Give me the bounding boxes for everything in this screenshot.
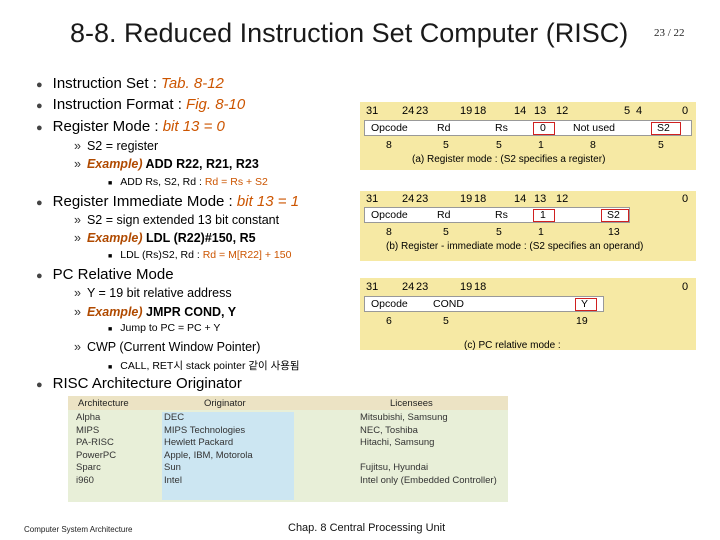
field-row: Opcode COND Y	[364, 296, 604, 312]
table-cell: Intel	[164, 474, 182, 486]
table-cell: i960	[76, 474, 94, 486]
sub-s2-constant: » S2 = sign extended 13 bit constant	[74, 213, 280, 227]
table-cell: Sparc	[76, 462, 101, 473]
bullet-icon: ●	[36, 197, 43, 209]
bullet-instruction-format: ● Instruction Format : Fig. 8-10	[36, 96, 246, 113]
caption-pc-relative: (c) PC relative mode :	[464, 340, 561, 351]
slide-title: 8-8. Reduced Instruction Set Computer (R…	[70, 18, 629, 48]
bit-positions: 31 24 23 19 18 0	[366, 281, 689, 293]
mode-bit-box	[533, 122, 555, 135]
square-bullet-icon: ■	[108, 253, 113, 260]
sub-y-address: » Y = 19 bit relative address	[74, 286, 232, 300]
bullet-pc-relative: ● PC Relative Mode	[36, 266, 174, 283]
sub-cwp: » CWP (Current Window Pointer)	[74, 340, 261, 354]
footer-chapter: Chap. 8 Central Processing Unit	[288, 522, 446, 534]
bullet-register-mode: ● Register Mode : bit 13 = 0	[36, 118, 225, 135]
bullet-instruction-set: ● Instruction Set : Tab. 8-12	[36, 75, 224, 92]
chevron-icon: »	[74, 157, 81, 171]
chevron-icon: »	[74, 231, 81, 245]
field-row: Opcode Rd Rs 1 S2	[364, 207, 630, 223]
chevron-icon: »	[74, 340, 81, 354]
caption-register-mode: (a) Register mode : (S2 specifies a regi…	[412, 154, 606, 165]
table-cell: DEC	[164, 412, 185, 423]
table-cell: Alpha	[76, 412, 101, 423]
chevron-icon: »	[74, 139, 81, 153]
table-cell: PA-RISC	[76, 437, 114, 448]
square-bullet-icon: ■	[108, 364, 113, 371]
bullet-icon: ●	[36, 379, 43, 391]
bullet-icon: ●	[36, 122, 43, 134]
caption-register-immediate: (b) Register - immediate mode : (S2 spec…	[386, 241, 644, 252]
bullet-icon: ●	[36, 79, 43, 91]
risc-architecture-table: Architecture Originator Licensees Alpha …	[68, 396, 508, 502]
s2-box	[651, 122, 681, 135]
footer-course: Computer System Architecture	[24, 525, 133, 534]
table-cell: Intel only (Embedded Controller)	[360, 474, 497, 486]
sub-s2-register: » S2 = register	[74, 139, 159, 153]
bit-positions: 31 24 23 19 18 14 13 12 0	[366, 193, 689, 205]
chevron-icon: »	[74, 213, 81, 227]
table-cell: Fujitsu, Hyundai	[360, 462, 429, 473]
originator-column: DEC MIPS Technologies Hewlett Packard Ap…	[162, 412, 294, 500]
format-register-mode: 31 24 23 19 18 14 13 12 5 4 0 Opcode Rd …	[360, 102, 696, 170]
mode-bit-box	[533, 209, 555, 222]
table-cell: MIPS Technologies	[164, 424, 246, 436]
sub-call-ret: ■ CALL, RET시 stack pointer 같이 사용됨	[108, 360, 300, 372]
sub-example-ldl: » Example) LDL (R22)#150, R5	[74, 231, 256, 245]
instruction-format-figure: 31 24 23 19 18 14 13 12 5 4 0 Opcode Rd …	[360, 102, 696, 370]
y-box	[575, 298, 597, 311]
sub-add-formula: ■ ADD Rs, S2, Rd : Rd = Rs + S2	[108, 176, 268, 188]
table-cell	[360, 450, 506, 463]
bullet-risc-originator: ● RISC Architecture Originator	[36, 375, 242, 392]
table-cell: NEC, Toshiba	[360, 424, 418, 436]
field-row: Opcode Rd Rs 0 Not used S2	[364, 120, 692, 136]
table-cell: Apple, IBM, Motorola	[164, 449, 253, 461]
format-register-immediate: 31 24 23 19 18 14 13 12 0 Opcode Rd Rs 1…	[360, 191, 696, 261]
bullet-icon: ●	[36, 270, 43, 282]
bit-positions: 31 24 23 19 18 14 13 12 5 4 0	[366, 105, 689, 117]
table-cell: MIPS	[76, 424, 100, 436]
bullet-icon: ●	[36, 100, 43, 112]
bullet-register-immediate: ● Register Immediate Mode : bit 13 = 1	[36, 193, 300, 210]
page-number: 23 / 22	[654, 27, 685, 39]
table-cell: Hitachi, Samsung	[360, 437, 435, 448]
sub-ldl-formula: ■ LDL (Rs)S2, Rd : Rd = M[R22] + 150	[108, 249, 292, 261]
table-cell: Sun	[164, 462, 181, 473]
format-pc-relative: 31 24 23 19 18 0 Opcode COND Y 6 5 19 (c…	[360, 278, 696, 351]
architecture-column: Alpha MIPS PA-RISC PowerPC Sparc i960	[76, 412, 156, 500]
chevron-icon: »	[74, 286, 81, 300]
square-bullet-icon: ■	[108, 326, 113, 333]
sub-jump-formula: ■ Jump to PC = PC + Y	[108, 322, 221, 334]
licensees-column: Mitsubishi, Samsung NEC, Toshiba Hitachi…	[360, 412, 506, 500]
sub-example-jmpr: » Example) JMPR COND, Y	[74, 305, 237, 319]
table-cell: Hewlett Packard	[164, 437, 234, 448]
table-header: Architecture Originator Licensees	[68, 396, 508, 410]
square-bullet-icon: ■	[108, 180, 113, 187]
chevron-icon: »	[74, 305, 81, 319]
s2-box	[601, 209, 629, 222]
sub-example-add: » Example) ADD R22, R21, R23	[74, 157, 259, 171]
table-cell: PowerPC	[76, 449, 117, 461]
table-cell: Mitsubishi, Samsung	[360, 412, 448, 423]
